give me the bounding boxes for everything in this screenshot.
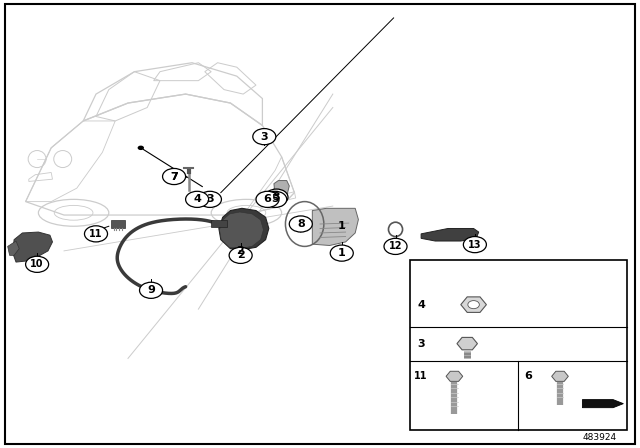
Circle shape (84, 226, 108, 242)
Text: 2: 2 (237, 250, 244, 260)
Circle shape (198, 191, 221, 207)
Bar (211, 220, 227, 227)
Circle shape (140, 282, 163, 298)
Text: 483924: 483924 (583, 433, 617, 442)
Circle shape (186, 191, 209, 207)
Bar (111, 220, 125, 228)
Text: 10: 10 (30, 259, 44, 269)
Text: 3: 3 (273, 192, 280, 202)
Text: 6: 6 (264, 194, 271, 204)
Text: 6: 6 (524, 371, 532, 381)
Circle shape (384, 238, 407, 254)
Polygon shape (421, 228, 479, 241)
Text: 7: 7 (170, 172, 178, 182)
Circle shape (256, 191, 279, 207)
Text: 1: 1 (338, 248, 346, 258)
Polygon shape (220, 212, 264, 248)
Circle shape (163, 168, 186, 185)
Text: 4: 4 (417, 300, 425, 310)
Text: 3: 3 (206, 194, 214, 204)
Text: 3: 3 (417, 339, 425, 349)
Circle shape (229, 247, 252, 263)
Polygon shape (13, 232, 52, 262)
Text: 4: 4 (193, 194, 201, 204)
Bar (410, 260, 627, 430)
Circle shape (264, 191, 287, 207)
Text: 5: 5 (271, 194, 279, 204)
Circle shape (138, 146, 144, 150)
Text: 1: 1 (338, 221, 346, 231)
Text: 12: 12 (388, 241, 403, 251)
Text: 7: 7 (170, 172, 178, 181)
Circle shape (330, 245, 353, 261)
Circle shape (463, 237, 486, 253)
Polygon shape (8, 241, 19, 255)
Text: 11: 11 (414, 371, 428, 381)
Text: 2: 2 (236, 246, 244, 256)
Circle shape (265, 189, 288, 205)
Text: 8: 8 (297, 219, 305, 229)
Circle shape (253, 129, 276, 145)
Polygon shape (582, 400, 623, 408)
Polygon shape (312, 208, 358, 246)
Circle shape (289, 216, 312, 232)
Text: 9: 9 (147, 285, 155, 295)
Text: 3: 3 (260, 132, 268, 142)
Text: 11: 11 (89, 229, 103, 239)
Polygon shape (274, 181, 289, 196)
Polygon shape (219, 208, 269, 250)
Text: 13: 13 (468, 240, 482, 250)
Circle shape (468, 301, 479, 309)
Circle shape (26, 256, 49, 272)
